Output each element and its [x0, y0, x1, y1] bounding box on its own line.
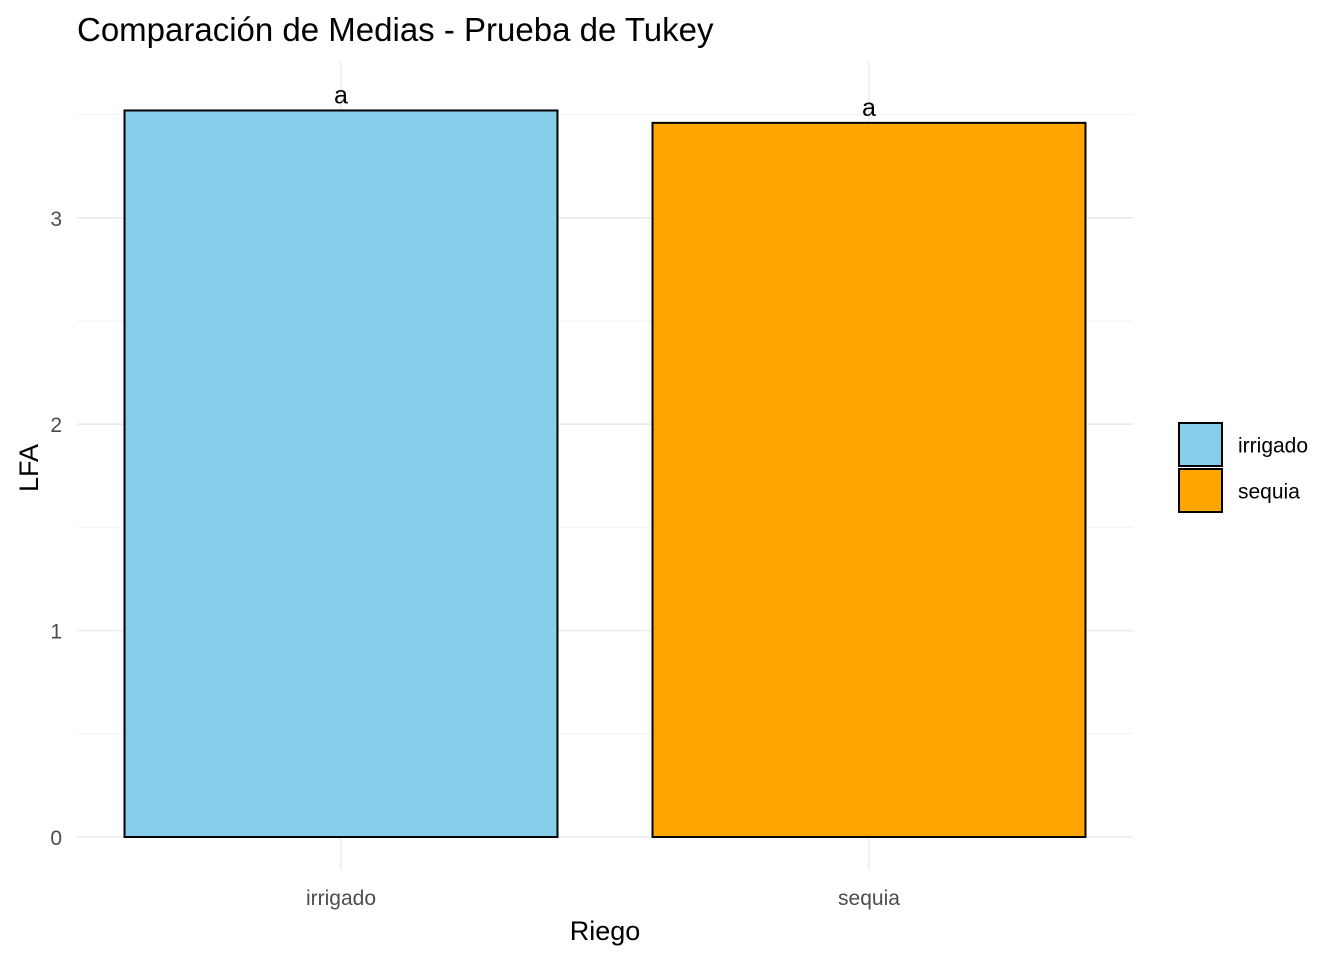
x-axis-ticks: irrigado sequia: [306, 887, 900, 910]
y-axis-ticks: 0 1 2 3: [50, 208, 62, 850]
bars: [123, 109, 1087, 839]
legend-label-irrigado: irrigado: [1238, 435, 1308, 458]
y-axis-title: LFA: [14, 444, 44, 492]
bar-sequia: [651, 121, 1087, 838]
x-tick-label: sequia: [838, 887, 900, 910]
group-letter-irrigado: a: [334, 81, 348, 109]
chart-title: Comparación de Medias - Prueba de Tukey: [77, 11, 714, 48]
legend-label-sequia: sequia: [1238, 481, 1300, 504]
bar-irrigado: [123, 109, 559, 839]
x-axis-title: Riego: [570, 916, 641, 946]
legend-key-sequia: [1178, 468, 1223, 513]
y-tick-label: 0: [50, 827, 62, 850]
x-tick-label: irrigado: [306, 887, 376, 910]
y-tick-label: 1: [50, 621, 62, 644]
group-letter-sequia: a: [862, 94, 876, 122]
legend: irrigado sequia: [1178, 422, 1308, 513]
y-tick-label: 3: [50, 208, 62, 231]
y-tick-label: 2: [50, 414, 62, 437]
legend-key-irrigado: [1178, 422, 1223, 467]
